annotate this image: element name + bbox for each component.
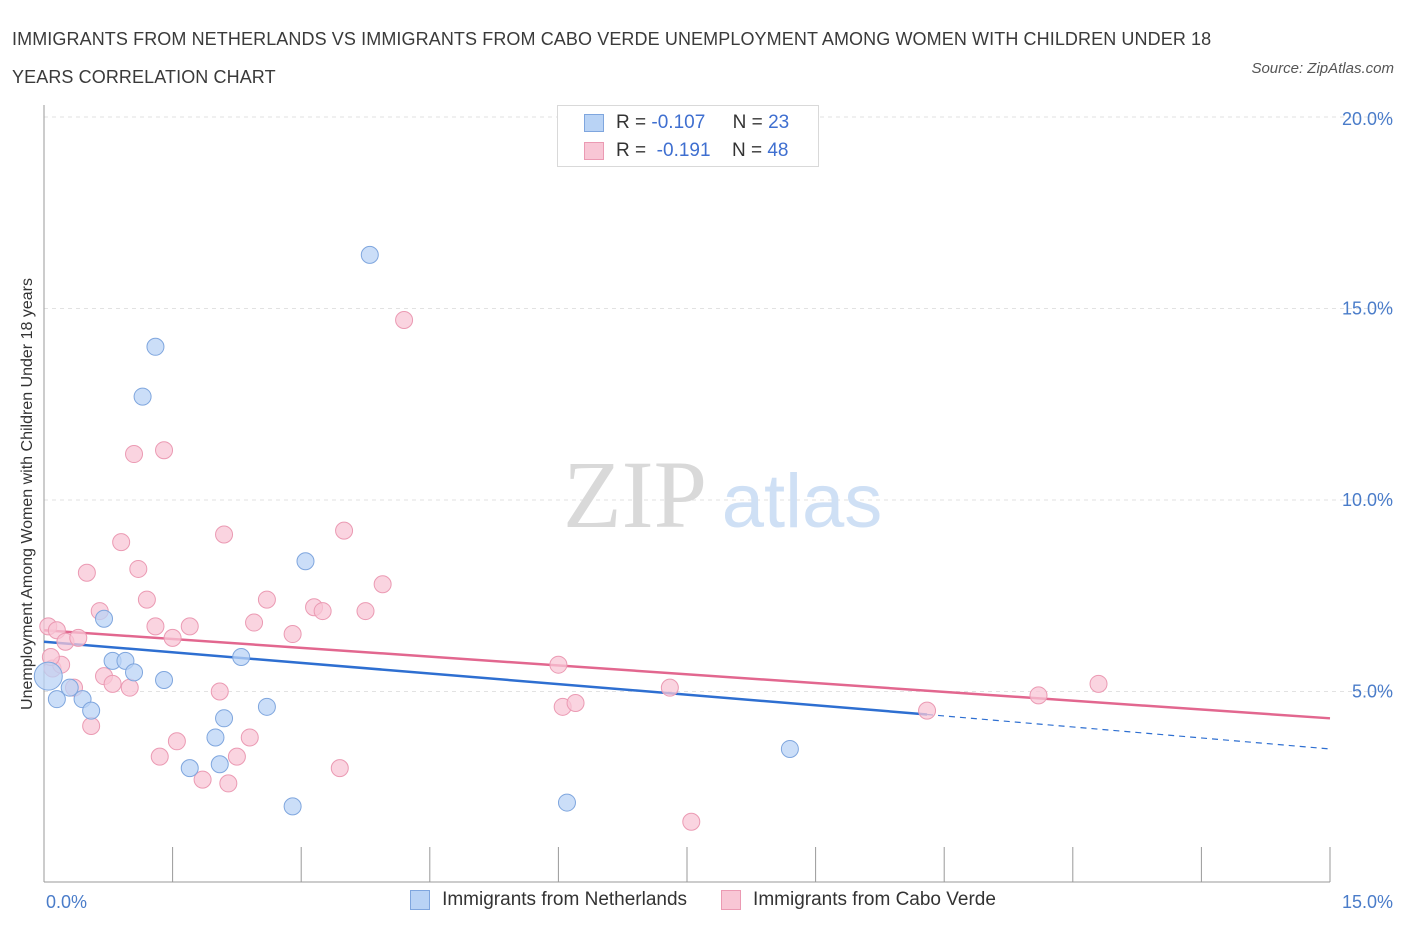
point-cabo-verde [155,441,174,460]
point-cabo-verde [660,678,679,697]
tick-labels: 5.0% 10.0% 15.0% 20.0% 0.0% 15.0% [46,109,1393,912]
point-cabo-verde [373,575,392,594]
point-netherlands [125,663,144,682]
point-cabo-verde [1029,686,1048,705]
n-label: N = [731,140,763,161]
legend-item-netherlands[interactable]: Immigrants from Netherlands [410,889,687,911]
point-cabo-verde [330,759,349,778]
point-netherlands [360,245,379,264]
chart-title: IMMIGRANTS FROM NETHERLANDS VS IMMIGRANT… [12,29,1212,87]
y-tick-label: 10.0% [1342,490,1393,510]
watermark-zip: ZIP [563,441,707,548]
point-cabo-verde [146,617,165,636]
correlation-legend: R = -0.107 N = 23 R = -0.191 N = 48 [557,105,819,167]
point-cabo-verde [167,732,186,751]
trend-line-netherlands [43,640,928,716]
x-tick-label: 15.0% [1342,892,1393,912]
r-value: -0.107 [651,112,706,133]
point-netherlands [210,755,229,774]
r-label: R = [616,140,647,161]
point-cabo-verde [77,563,96,582]
point-cabo-verde [210,682,229,701]
point-netherlands [557,793,576,812]
point-netherlands [133,387,152,406]
point-netherlands [60,678,79,697]
y-tick-label: 15.0% [1342,299,1393,319]
point-cabo-verde [180,617,199,636]
y-tick-label: 5.0% [1352,682,1393,702]
point-cabo-verde [125,445,144,464]
point-cabo-verde [120,678,139,697]
legend-row-netherlands: R = -0.107 N = 23 [584,110,789,136]
trend-line-cabo-verde [43,628,1331,720]
point-netherlands [180,759,199,778]
point-netherlands [146,337,165,356]
n-value: 23 [768,112,790,133]
point-cabo-verde [283,625,302,644]
data-points [33,245,1108,831]
point-cabo-verde [245,613,264,632]
point-cabo-verde [257,590,276,609]
point-cabo-verde [682,812,701,831]
point-cabo-verde [240,728,259,747]
point-netherlands [47,690,66,709]
r-value: -0.191 [656,140,711,161]
n-value: 48 [767,140,789,161]
trend-line-netherlands-extension [927,713,1331,750]
point-netherlands [33,661,63,691]
netherlands-swatch [410,890,431,910]
point-netherlands [82,701,101,720]
point-cabo-verde [1089,674,1108,693]
legend-item-cabo-verde[interactable]: Immigrants from Cabo Verde [721,889,996,911]
n-label: N = [732,112,763,133]
point-netherlands [283,797,302,816]
point-cabo-verde [215,525,234,544]
point-netherlands [215,709,234,728]
point-netherlands [95,609,114,628]
point-cabo-verde [395,310,414,329]
point-cabo-verde [227,747,246,766]
watermark: ZIP atlas [563,441,882,548]
point-netherlands [780,739,799,758]
point-netherlands [257,697,276,716]
point-cabo-verde [82,716,101,735]
point-cabo-verde [356,602,375,621]
point-cabo-verde [549,655,568,674]
point-cabo-verde [137,590,156,609]
legend-label-netherlands: Immigrants from Netherlands [442,889,688,910]
point-cabo-verde [335,521,354,540]
point-cabo-verde [219,774,238,793]
grid-lines [44,116,1393,692]
legend-row-cabo-verde: R = -0.191 N = 48 [584,138,788,164]
series-legend: Immigrants from Netherlands Immigrants f… [0,889,1406,911]
source-label: Source: ZipAtlas.com [1251,60,1394,77]
x-tick-label: 0.0% [46,892,87,912]
axes [43,105,1331,883]
cabo-verde-swatch [584,142,604,160]
legend-label-cabo-verde: Immigrants from Cabo Verde [753,889,996,910]
r-label: R = [616,112,647,133]
point-cabo-verde [193,770,212,789]
point-cabo-verde [69,628,88,647]
point-cabo-verde [566,693,585,712]
point-netherlands [296,552,315,571]
point-netherlands [155,671,174,690]
point-cabo-verde [129,559,148,578]
point-cabo-verde [918,701,937,720]
netherlands-swatch [584,114,604,132]
y-tick-label: 20.0% [1342,109,1393,129]
trend-lines [43,628,1331,750]
point-cabo-verde [163,628,182,647]
point-cabo-verde [112,533,131,552]
cabo-verde-swatch [721,890,742,910]
point-netherlands [206,728,225,747]
point-cabo-verde [103,674,122,693]
point-cabo-verde [313,602,332,621]
point-cabo-verde [150,747,169,766]
point-netherlands [232,648,251,667]
watermark-atlas: atlas [722,459,883,544]
